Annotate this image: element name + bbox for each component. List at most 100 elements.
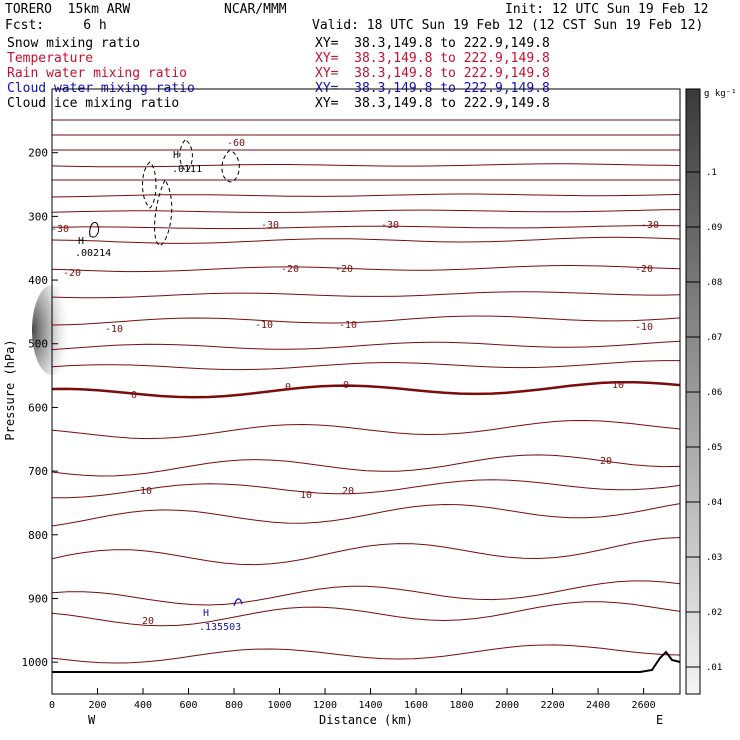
x-tick-label: 800 (225, 700, 243, 711)
isotherm (51, 503, 681, 527)
cloud-water-max-marker: H (203, 608, 209, 619)
y-tick-label: 500 (28, 338, 48, 351)
temperature-label: 0 (131, 390, 137, 401)
y-tick-label: 900 (28, 592, 48, 605)
y-tick-label: 800 (28, 529, 48, 542)
init-time: Init: 12 UTC Sun 19 Feb 12 (505, 2, 709, 17)
cloud-ice-max-2: H .00214 (75, 236, 111, 259)
x-axis-title: Distance (km) (319, 713, 413, 727)
plot-frame (51, 88, 681, 695)
y-tick-label: 300 (28, 210, 48, 223)
isotherm (51, 360, 680, 371)
temperature-label: -20 (281, 264, 299, 275)
temperature-labels: -60 -30 -30 -30 -30 -20 -20 -20 -20 -10 -10 -10 -10 0… (51, 138, 659, 627)
field-xy-2: XY= 38.3,149.8 to 222.9,149.8 (315, 66, 550, 81)
temperature-label: 10 (612, 380, 624, 391)
temperature-label: 10 (140, 486, 152, 497)
temperature-label: -10 (255, 320, 273, 331)
x-tick-label: 1600 (404, 700, 428, 711)
field-label-4: Cloud ice mixing ratio (7, 96, 180, 111)
colorbar-unit: g kg⁻¹ (704, 89, 737, 99)
x-axis: 0 200 400 600 800 1000 1200 1400 1600 1800 2000 220… (49, 688, 656, 711)
colorbar-tick-label: .04 (706, 498, 722, 508)
x-tick-label: 1200 (313, 700, 337, 711)
temperature-label: -60 (227, 138, 245, 149)
isotherm (51, 236, 681, 244)
temperature-label: -30 (261, 220, 279, 231)
temperature-label: -30 (641, 220, 659, 231)
temperature-label: 20 (342, 486, 354, 497)
x-tick-label: 2000 (495, 700, 519, 711)
colorbar-tick-label: .06 (706, 388, 722, 398)
field-label-2: Rain water mixing ratio (7, 66, 188, 81)
colorbar-tick-label: .01 (706, 663, 722, 673)
x-tick-label: 2200 (541, 700, 565, 711)
y-axis: 200 300 400 500 600 700 800 900 1000 (22, 147, 58, 669)
x-tick-label: 1400 (359, 700, 383, 711)
isotherm (51, 209, 681, 214)
cloud-water-max: H .135503 (199, 608, 241, 633)
colorbar-tick-label: .08 (706, 278, 722, 288)
x-tick-label: 600 (179, 700, 197, 711)
isotherm (51, 315, 681, 326)
temperature-label: -20 (335, 264, 353, 275)
temperature-label: -10 (105, 324, 123, 335)
temperature-label: -30 (51, 224, 69, 235)
x-tick-label: 1000 (267, 700, 291, 711)
isotherm (51, 193, 681, 198)
colorbar-tick-label: .02 (706, 608, 722, 618)
west-label: W (88, 713, 96, 727)
cloud-ice-max-value-1: .0111 (172, 164, 202, 175)
y-tick-label: 400 (28, 274, 48, 287)
colorbar-tick-label: .1 (706, 168, 717, 178)
x-tick-label: 200 (88, 700, 106, 711)
field-xy-1: XY= 38.3,149.8 to 222.9,149.8 (315, 51, 550, 66)
colorbar-ticks: .1 .09 .08 .07 .06 .05 .04 .03 .02 .01 (686, 168, 722, 673)
x-tick-label: 400 (134, 700, 152, 711)
isotherm (51, 601, 681, 627)
temperature-label: 0 (343, 380, 349, 391)
temperature-label: 20 (600, 456, 612, 467)
x-tick-label: 2600 (632, 700, 656, 711)
isotherm (51, 644, 681, 664)
x-tick-label: 1800 (450, 700, 474, 711)
cloud-ice-max-marker-1: H (173, 150, 179, 161)
field-label-1: Temperature (7, 51, 94, 66)
temperature-label: 0 (285, 382, 291, 393)
cloud-ice-max-value-2: .00214 (75, 248, 111, 259)
y-axis-title: Pressure (hPa) (3, 339, 17, 440)
temperature-label: -10 (339, 320, 357, 331)
x-tick-label: 2400 (586, 700, 610, 711)
cloud-ice-max-1: H .0111 (172, 150, 202, 175)
cloud-ice-contours (142, 139, 240, 247)
cloud-ice-max-marker-2: H (78, 236, 84, 247)
isotherm (51, 340, 681, 351)
temperature-label: -30 (381, 220, 399, 231)
y-tick-label: 700 (28, 465, 48, 478)
temperature-label: -20 (635, 264, 653, 275)
east-label: E (656, 713, 663, 727)
temperature-label: 20 (142, 616, 154, 627)
valid-time: Valid: 18 UTC Sun 19 Feb 12 (12 CST Sun … (312, 18, 704, 33)
colorbar-tick-label: .09 (706, 223, 722, 233)
isotherms (51, 119, 681, 664)
isotherm (51, 537, 681, 566)
colorbar-tick-label: .05 (706, 443, 722, 453)
y-tick-label: 200 (28, 147, 48, 160)
isotherm (51, 225, 681, 230)
y-tick-label: 600 (28, 401, 48, 414)
isotherm (51, 163, 681, 168)
isotherm (51, 454, 681, 477)
field-label-0: Snow mixing ratio (7, 36, 141, 51)
cloud-water-max-value: .135503 (199, 622, 241, 633)
terrain-line (52, 650, 681, 673)
center-title: NCAR/MMM (224, 2, 287, 17)
field-xy-0: XY= 38.3,149.8 to 222.9,149.8 (315, 36, 550, 51)
field-xy-4: XY= 38.3,149.8 to 222.9,149.8 (315, 96, 550, 111)
temperature-label: 10 (300, 490, 312, 501)
x-tick-label: 0 (49, 700, 55, 711)
isotherm (51, 580, 681, 606)
isotherm (51, 264, 681, 273)
model-title: TORERO 15km ARW (5, 2, 131, 17)
